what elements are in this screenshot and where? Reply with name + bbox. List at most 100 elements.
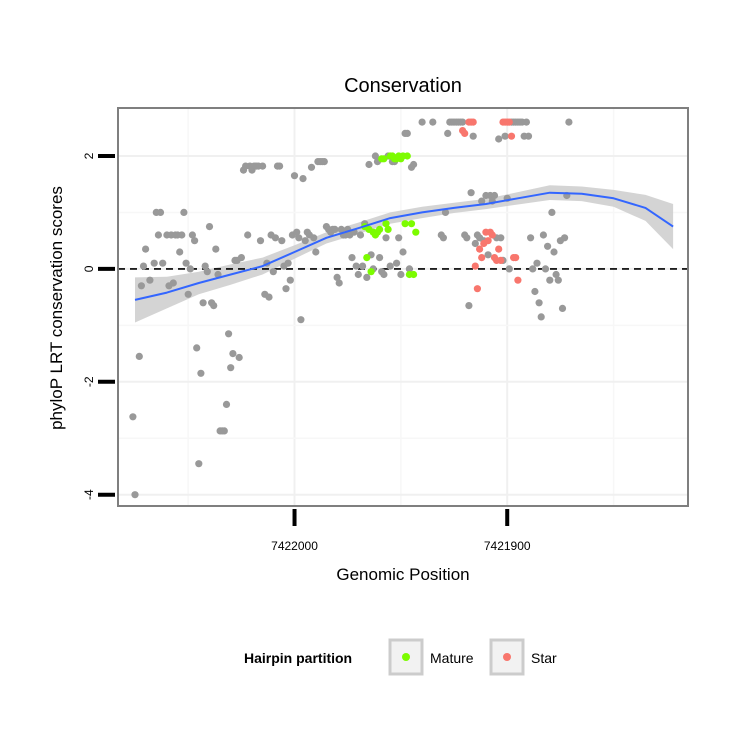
data-point-other — [197, 369, 205, 377]
legend-key-star-box — [489, 638, 525, 676]
data-point-other — [524, 132, 533, 140]
data-point-other — [176, 248, 184, 256]
data-point-other — [186, 265, 194, 273]
data-point-other — [135, 352, 143, 360]
y-tick-label: 0 — [82, 265, 96, 272]
data-point-other — [191, 237, 199, 245]
data-point-other — [137, 282, 145, 290]
data-point-star — [473, 285, 481, 293]
data-point-other — [182, 259, 190, 267]
data-point-star — [478, 254, 486, 262]
data-point-star — [461, 129, 469, 137]
legend-key-mature-box — [388, 638, 424, 676]
data-point-other — [227, 364, 235, 372]
data-point-other — [363, 273, 371, 281]
data-point-mature — [412, 228, 420, 236]
legend-label-star: Star — [531, 650, 557, 666]
data-point-star — [497, 256, 505, 264]
data-point-other — [463, 234, 471, 242]
data-point-mature — [410, 270, 418, 279]
chart-title: Conservation — [344, 75, 462, 97]
data-point-other — [478, 197, 486, 205]
data-point-other — [307, 163, 316, 171]
data-point-other — [548, 208, 556, 216]
grid-lines — [118, 108, 688, 506]
data-point-star — [476, 245, 484, 253]
data-point-mature — [376, 225, 384, 233]
data-point-other — [276, 162, 284, 170]
data-point-star — [484, 237, 492, 245]
data-point-other — [522, 118, 531, 126]
data-point-other — [142, 245, 150, 253]
data-point-other — [469, 132, 477, 140]
x-tick-label: 7422000 — [271, 539, 318, 553]
data-point-other — [533, 259, 541, 267]
data-point-other — [256, 237, 265, 245]
data-point-other — [278, 237, 286, 245]
data-point-other — [131, 491, 139, 499]
data-point-other — [541, 265, 550, 273]
data-point-other — [405, 265, 413, 273]
data-point-mature — [382, 220, 390, 228]
data-point-other — [284, 259, 292, 267]
data-point-other — [444, 129, 452, 137]
legend-key-star — [503, 653, 511, 661]
data-point-other — [359, 262, 367, 270]
data-point-other — [365, 160, 373, 169]
data-point-other — [337, 225, 345, 233]
smooth-line-group — [134, 191, 674, 301]
data-point-other — [295, 234, 303, 242]
data-point-other — [220, 427, 228, 435]
data-point-other — [320, 158, 328, 166]
data-point-star — [512, 254, 520, 262]
data-point-mature — [401, 220, 409, 228]
data-point-other — [539, 231, 548, 239]
data-point-other — [333, 273, 341, 281]
data-point-other — [199, 299, 207, 307]
data-point-mature — [407, 220, 416, 228]
y-tick-label: -4 — [82, 489, 96, 500]
data-point-other — [297, 316, 305, 324]
y-axis-label: phyloP LRT conservation scores — [47, 186, 66, 430]
data-points — [129, 118, 573, 499]
data-point-other — [193, 344, 201, 352]
legend-key-mature — [402, 653, 410, 661]
data-point-star — [471, 262, 479, 270]
data-point-mature — [367, 268, 375, 276]
data-point-other — [371, 152, 379, 160]
data-point-other — [505, 265, 513, 273]
x-tick-label: 7421900 — [484, 539, 531, 553]
data-point-other — [382, 234, 390, 242]
data-point-other — [237, 254, 245, 262]
data-point-other — [286, 276, 294, 284]
data-point-other — [184, 290, 192, 298]
data-point-other — [558, 304, 567, 312]
data-point-other — [331, 225, 339, 233]
data-point-other — [459, 118, 467, 126]
data-point-other — [395, 234, 403, 242]
data-point-other — [352, 262, 360, 270]
data-point-other — [380, 270, 388, 279]
data-point-other — [550, 248, 558, 256]
data-point-other — [552, 270, 560, 279]
data-point-mature — [380, 155, 388, 163]
data-point-star — [495, 245, 503, 253]
data-point-other — [429, 118, 437, 126]
data-point-other — [169, 279, 177, 287]
data-point-other — [554, 276, 562, 284]
data-point-other — [259, 162, 267, 170]
data-point-other — [293, 228, 301, 236]
data-point-other — [154, 231, 162, 239]
data-point-other — [531, 287, 539, 296]
data-point-other — [397, 270, 405, 279]
data-point-other — [195, 460, 203, 468]
data-point-other — [467, 189, 475, 197]
data-point-other — [544, 242, 552, 250]
data-point-other — [271, 234, 279, 242]
data-point-other — [178, 231, 186, 239]
data-point-other — [465, 302, 473, 310]
data-point-other — [376, 254, 384, 262]
data-point-other — [290, 172, 299, 180]
data-point-other — [565, 118, 573, 126]
